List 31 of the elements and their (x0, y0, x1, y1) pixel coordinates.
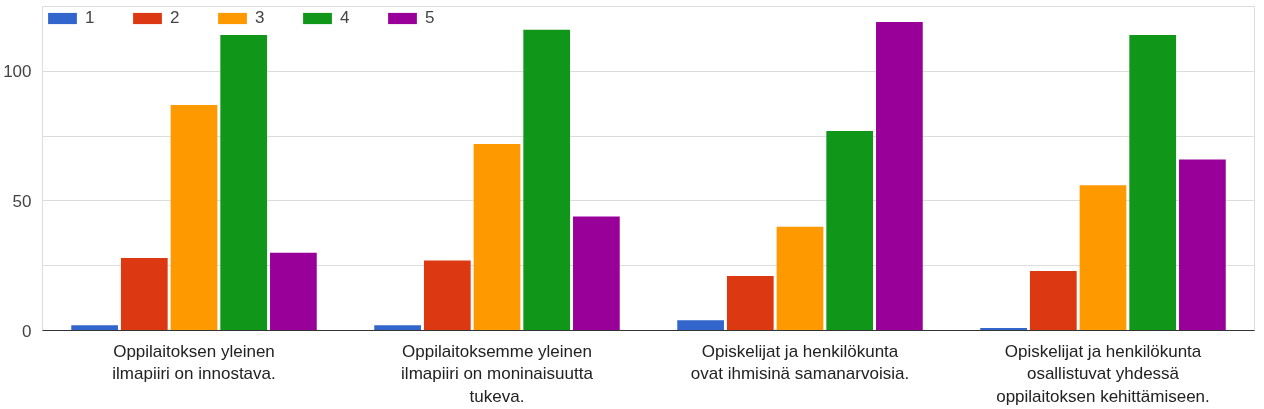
bar (170, 105, 218, 331)
y-tick-label: 100 (3, 62, 32, 82)
bar (1129, 35, 1177, 331)
legend-label: 1 (85, 8, 96, 28)
x-tick-label: Oppilaitoksen yleinen ilmapiiri on innostava. (112, 341, 276, 384)
bar (523, 29, 571, 331)
legend-label: 5 (425, 8, 436, 28)
bar (374, 325, 421, 331)
legend-label: 3 (255, 8, 266, 28)
bar (71, 325, 118, 331)
bar (473, 143, 521, 331)
y-tick-label: 0 (22, 321, 32, 341)
bar (423, 260, 471, 331)
bar (220, 35, 268, 331)
x-tick-label: Opiskelijat ja henkilökunta ovat ihmisinä samanarvoisia. (690, 341, 910, 384)
bar (1029, 270, 1077, 331)
bar (120, 257, 168, 331)
bar (1079, 185, 1127, 331)
bar (726, 276, 774, 331)
bar (677, 320, 724, 331)
bar (573, 216, 620, 331)
bar (1179, 159, 1226, 331)
legend-label: 4 (340, 8, 351, 28)
x-tick-label: Oppilaitoksemme yleinen ilmapiiri on moninaisuutta tukeva. (401, 341, 594, 407)
y-tick-label: 50 (12, 191, 32, 211)
x-tick-label: Opiskelijat ja henkilökunta osallistuvat yhdessä oppilaitoksen kehittämiseen. (996, 341, 1210, 407)
bar (776, 226, 824, 331)
bar (876, 22, 923, 331)
bar (270, 252, 317, 331)
legend-label: 2 (170, 8, 181, 28)
bar (826, 130, 874, 331)
